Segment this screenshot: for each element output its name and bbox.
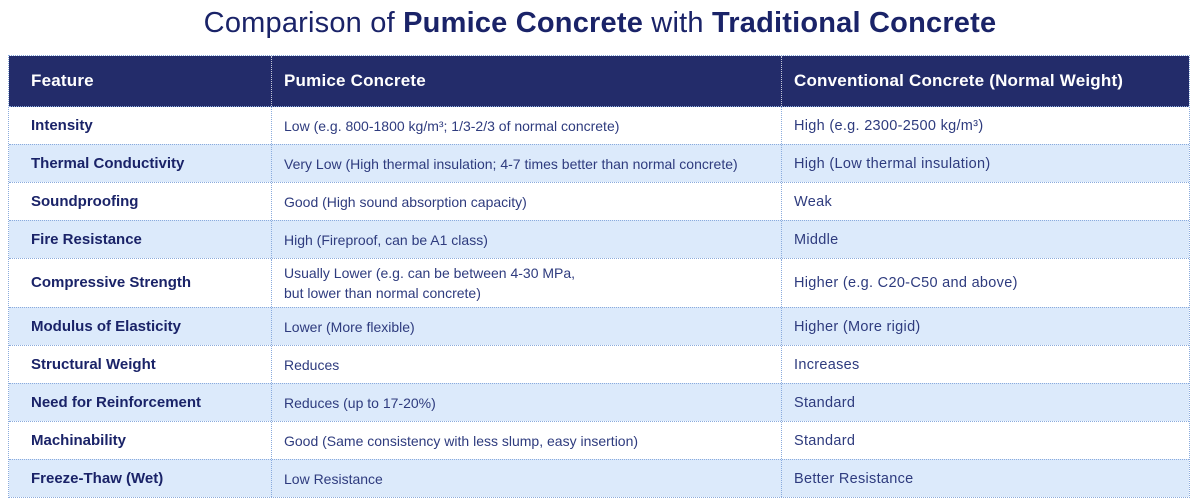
title-regular-2: with [643,7,712,39]
cell-conventional-value: Higher (e.g. C20-C50 and above) [781,259,1189,307]
table-body: Intensity Low (e.g. 800-1800 kg/m³; 1/3-2… [9,107,1189,497]
cell-pumice-value: Reduces [271,346,781,383]
cell-feature-text: Compressive Strength [31,274,192,291]
cell-pumice-value-text: Very Low (High thermal insulation; 4-7 t… [284,155,738,172]
cell-pumice-value: Usually Lower (e.g. can be between 4-30 … [271,259,781,307]
cell-conventional-value-text: High (Low thermal insulation) [794,155,991,172]
cell-pumice-value-text: Good (Same consistency with less slump, … [284,432,639,449]
cell-conventional-value: Middle [781,221,1189,258]
cell-conventional-value-text: Standard [794,394,856,411]
table-row: Compressive Strength Usually Lower (e.g. … [9,258,1189,307]
cell-conventional-value: Increases [781,346,1189,383]
cell-conventional-value: High (e.g. 2300-2500 kg/m³) [781,107,1189,144]
cell-pumice-value-text: Lower (More flexible) [284,318,415,335]
cell-pumice-value-text: Reduces [284,356,340,373]
cell-feature: Soundproofing [9,183,271,220]
cell-conventional-value-text: Higher (e.g. C20-C50 and above) [794,275,1018,291]
column-header-feature: Feature [31,71,94,90]
title-bold-traditional: Traditional Concrete [711,7,997,39]
cell-feature: Thermal Conductivity [9,145,271,182]
cell-conventional-value-text: Weak [794,193,833,210]
cell-conventional-value-text: Increases [794,356,860,373]
cell-conventional-value: High (Low thermal insulation) [781,145,1189,182]
page-title: Comparison of Pumice Concrete with Tradi… [0,7,1200,40]
comparison-table: Feature Pumice Concrete Conventional Con… [8,55,1190,498]
cell-pumice-value: Reduces (up to 17-20%) [271,384,781,421]
cell-conventional-value-text: Middle [794,231,839,248]
title-regular-1: Comparison of [203,7,404,39]
cell-pumice-value-text: Low (e.g. 800-1800 kg/m³; 1/3-2/3 of nor… [284,117,620,134]
title-bold-pumice: Pumice Concrete [403,7,644,39]
cell-feature: Compressive Strength [9,259,271,307]
cell-feature-text: Freeze-Thaw (Wet) [31,469,164,487]
cell-pumice-value-text: High (Fireproof, can be A1 class) [284,231,488,248]
cell-conventional-value-text: Better Resistance [794,470,914,487]
table-row: Intensity Low (e.g. 800-1800 kg/m³; 1/3-2… [9,107,1189,144]
column-header-conventional-concrete: Conventional Concrete (Normal Weight) [781,56,1189,106]
cell-conventional-value: Weak [781,183,1189,220]
cell-feature-text: Machinability [31,431,127,449]
cell-pumice-value: Very Low (High thermal insulation; 4-7 t… [271,145,781,182]
cell-conventional-value: Higher (More rigid) [781,308,1189,345]
cell-conventional-value: Standard [781,384,1189,421]
cell-conventional-value-text: Standard [794,432,856,449]
cell-pumice-value-text: Good (High sound absorption capacity) [284,193,527,210]
cell-pumice-value-text: Low Resistance [284,470,383,487]
table-row: Freeze-Thaw (Wet) Low Resistance Better Re… [9,459,1189,497]
cell-feature-text: Soundproofing [31,192,139,210]
cell-feature-text: Fire Resistance [31,230,142,248]
cell-feature: Intensity [9,107,271,144]
table-row: Need for Reinforcement Reduces (up to 17-… [9,383,1189,421]
cell-feature: Structural Weight [9,346,271,383]
table-row: Fire Resistance High (Fireproof, can be A… [9,220,1189,258]
cell-feature: Machinability [9,422,271,459]
cell-conventional-value-text: High (e.g. 2300-2500 kg/m³) [794,117,984,134]
cell-feature-text: Thermal Conductivity [31,154,185,172]
cell-conventional-value-text: Higher (More rigid) [794,318,921,335]
cell-feature-text: Intensity [31,116,93,134]
table-row: Structural Weight Reduces Increases [9,345,1189,383]
column-header-pumice-concrete: Pumice Concrete [271,56,781,106]
cell-feature: Fire Resistance [9,221,271,258]
cell-pumice-value: Good (Same consistency with less slump, … [271,422,781,459]
table-row: Thermal Conductivity Very Low (High therm… [9,144,1189,182]
table-row: Soundproofing Good (High sound absorption… [9,182,1189,220]
table-row: Machinability Good (Same consistency with… [9,421,1189,459]
cell-pumice-value: Lower (More flexible) [271,308,781,345]
cell-conventional-value: Standard [781,422,1189,459]
cell-pumice-value: Low Resistance [271,460,781,497]
cell-feature: Need for Reinforcement [9,384,271,421]
table-row: Modulus of Elasticity Lower (More flexibl… [9,307,1189,345]
cell-pumice-value-text: Usually Lower (e.g. can be between 4-30 … [284,265,576,301]
cell-feature-text: Need for Reinforcement [31,393,202,411]
table-header-row: Feature Pumice Concrete Conventional Con… [9,56,1189,107]
cell-pumice-value: Good (High sound absorption capacity) [271,183,781,220]
cell-pumice-value: High (Fireproof, can be A1 class) [271,221,781,258]
cell-feature: Modulus of Elasticity [9,308,271,345]
page: Comparison of Pumice Concrete with Tradi… [0,7,1200,500]
cell-feature-text: Structural Weight [31,355,156,373]
cell-conventional-value: Better Resistance [781,460,1189,497]
cell-feature-text: Modulus of Elasticity [31,317,182,335]
cell-feature: Freeze-Thaw (Wet) [9,460,271,497]
cell-pumice-value: Low (e.g. 800-1800 kg/m³; 1/3-2/3 of nor… [271,107,781,144]
cell-pumice-value-text: Reduces (up to 17-20%) [284,394,436,411]
